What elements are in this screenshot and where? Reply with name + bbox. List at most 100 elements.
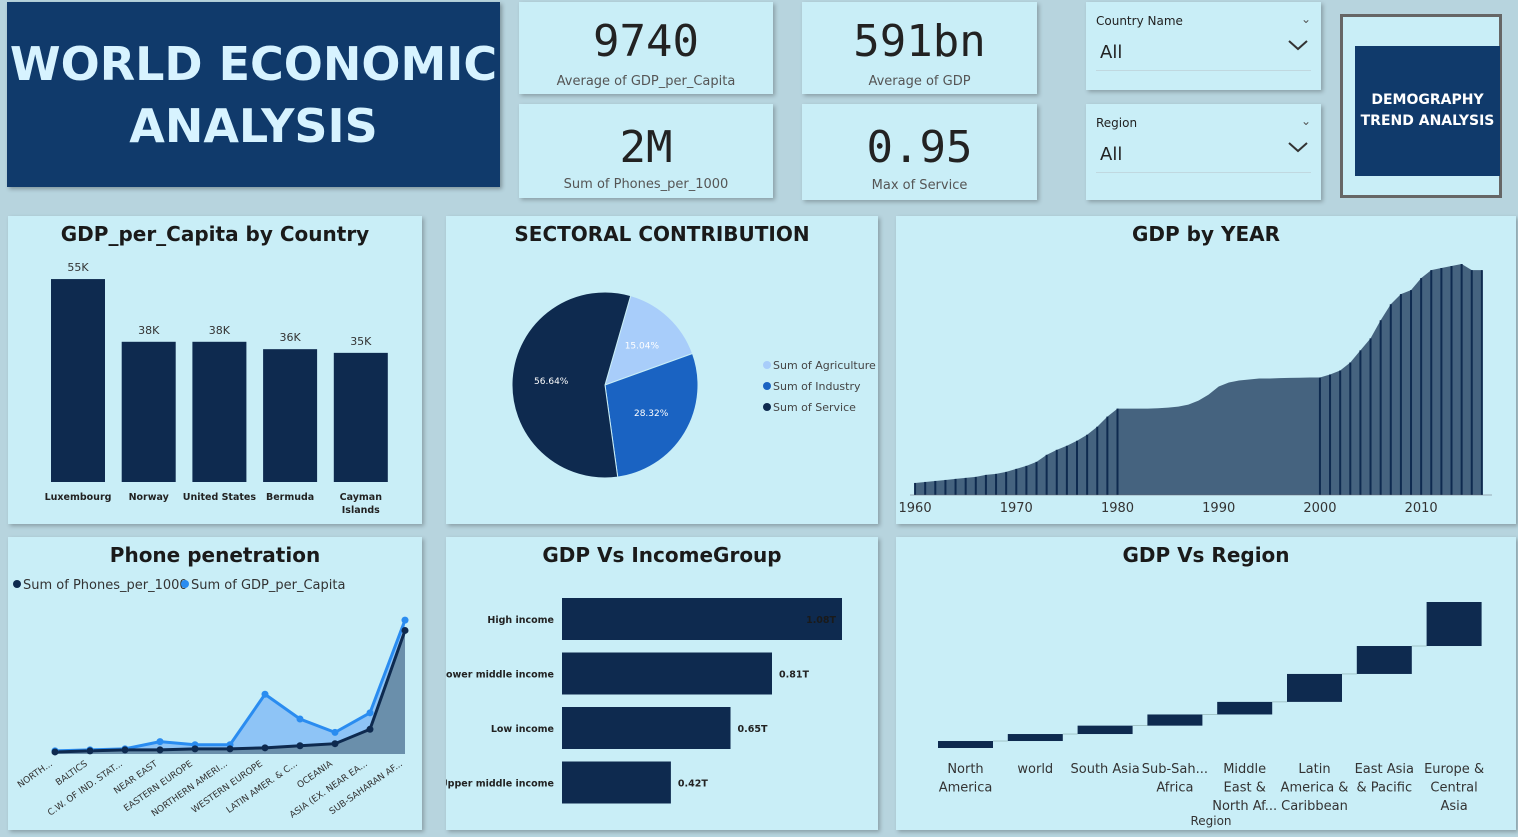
country-dropdown[interactable]: All: [1096, 32, 1311, 71]
category-label: Lower middle income: [446, 670, 554, 681]
category-label: Sub-Sah...: [1142, 762, 1208, 777]
pie-slice: [511, 291, 632, 479]
data-point: [86, 747, 94, 755]
category-label: Asia: [1440, 799, 1467, 814]
waterfall-bar: [1077, 725, 1133, 735]
data-label: 1.08T: [806, 615, 836, 626]
button-line-1: DEMOGRAPHY: [1371, 92, 1484, 108]
dashboard-title-card: WORLD ECONOMIC ANALYSIS: [7, 2, 500, 187]
category-label: East &: [1224, 781, 1266, 796]
region-slicer[interactable]: Region ⌄ All: [1086, 104, 1321, 200]
data-point: [191, 745, 199, 753]
gdp-by-year-area-chart: 1960 1970 1980 1990 2000 2010: [899, 264, 1492, 516]
category-label: High income: [487, 615, 554, 626]
data-label: 35K: [350, 335, 372, 348]
category-label: North: [947, 762, 983, 777]
kpi-card-service: 0.95 Max of Service: [802, 104, 1037, 200]
legend-label: Sum of Service: [773, 401, 856, 414]
chart-title: GDP_per_Capita by Country: [60, 222, 370, 246]
legend-label: Sum of GDP_per_Capita: [191, 578, 345, 593]
data-point: [156, 746, 164, 754]
dropdown-value: All: [1100, 144, 1123, 165]
x-tick-label: NORTH...: [16, 759, 55, 790]
chevron-down-icon[interactable]: [1287, 38, 1309, 52]
data-point: [156, 738, 164, 746]
chevron-down-icon[interactable]: ⌄: [1300, 12, 1311, 26]
data-label: 38K: [138, 324, 160, 337]
category-label: Latin: [1298, 762, 1330, 777]
pie-slice: [604, 352, 699, 478]
x-tick-label: 2000: [1303, 501, 1336, 516]
legend-marker: [763, 382, 771, 390]
data-point: [261, 690, 269, 698]
kpi-label: Average of GDP_per_Capita: [556, 74, 736, 89]
bar: [562, 598, 842, 640]
gdp-vs-region-panel: GDP Vs Region North America world South Asi…: [896, 537, 1516, 830]
category-label: Norway: [129, 492, 170, 503]
bar: [121, 341, 176, 482]
area-fill: [915, 264, 1482, 495]
title-line-1: WORLD ECONOMIC: [9, 36, 498, 91]
slice-label: 56.64%: [534, 377, 569, 387]
data-point: [366, 725, 374, 733]
legend-label: Sum of Agriculture: [773, 359, 876, 372]
chart-title: SECTORAL CONTRIBUTION: [514, 222, 810, 246]
data-point: [331, 728, 339, 736]
gdp-per-capita-bar-chart: 55K Luxembourg 38K Norway 38K United States 36…: [45, 261, 388, 516]
button-line-2: TREND ANALYSIS: [1360, 113, 1495, 129]
data-label: 0.81T: [779, 670, 809, 681]
chart-title: GDP Vs Region: [1122, 543, 1290, 567]
waterfall-bar: [1147, 714, 1203, 726]
x-tick-label: 1970: [1000, 501, 1033, 516]
dashboard-title: WORLD ECONOMIC ANALYSIS: [10, 33, 497, 157]
category-label: America: [939, 781, 993, 796]
gdp-incomegroup-bar-chart: High income 1.08T Lower middle income 0.81T…: [446, 598, 842, 804]
waterfall-bar: [1217, 701, 1273, 715]
gdp-per-capita-panel: GDP_per_Capita by Country 55K Luxembourg 3…: [8, 216, 422, 524]
kpi-label: Average of GDP: [868, 74, 971, 89]
x-tick-label: 1990: [1202, 501, 1235, 516]
kpi-label: Max of Service: [871, 178, 968, 193]
chevron-down-icon[interactable]: [1287, 140, 1309, 154]
kpi-card-gdp: 591bn Average of GDP: [802, 2, 1037, 94]
category-label: Middle: [1223, 762, 1266, 777]
waterfall-bar: [1007, 734, 1063, 742]
kpi-card-gdp-per-capita: 9740 Average of GDP_per_Capita: [519, 2, 773, 94]
demography-trend-button[interactable]: DEMOGRAPHY TREND ANALYSIS: [1355, 46, 1500, 176]
data-label: 38K: [209, 324, 231, 337]
bar: [192, 341, 247, 482]
data-point: [331, 740, 339, 748]
title-line-2: ANALYSIS: [129, 98, 378, 153]
bar: [333, 352, 388, 482]
chevron-down-icon[interactable]: ⌄: [1300, 114, 1311, 128]
slicer-title: Country Name: [1096, 14, 1183, 28]
category-label: East Asia: [1355, 762, 1414, 777]
data-label: 0.42T: [678, 779, 708, 790]
data-point: [296, 715, 304, 723]
chart-title: GDP Vs IncomeGroup: [542, 543, 782, 567]
region-dropdown[interactable]: All: [1096, 134, 1311, 173]
gdp-vs-incomegroup-panel: GDP Vs IncomeGroup High income 1.08T Lower…: [446, 537, 878, 830]
gdp-by-year-panel: GDP by YEAR 1960 1970 1980 1990 2000 2010: [896, 216, 1516, 524]
country-name-slicer[interactable]: Country Name ⌄ All: [1086, 2, 1321, 90]
bar: [562, 652, 772, 695]
demography-trend-button-frame[interactable]: DEMOGRAPHY TREND ANALYSIS: [1340, 14, 1502, 198]
slice-label: 15.04%: [625, 342, 660, 352]
legend-marker: [763, 361, 771, 369]
data-label: 0.65T: [738, 724, 768, 735]
category-label: Cayman: [340, 492, 383, 503]
sectoral-contribution-panel: SECTORAL CONTRIBUTION 15.04% 28.32% 56.64%…: [446, 216, 878, 524]
area-fill: [55, 620, 405, 754]
data-point: [121, 746, 129, 754]
kpi-value: 9740: [593, 16, 699, 67]
slicer-title: Region: [1096, 116, 1138, 130]
legend-marker: [13, 580, 21, 588]
category-label: Africa: [1156, 781, 1193, 796]
category-label: Europe &: [1424, 762, 1484, 777]
dropdown-value: All: [1100, 42, 1123, 63]
category-label: Bermuda: [266, 492, 314, 503]
legend-marker: [763, 403, 771, 411]
data-point: [261, 744, 269, 752]
waterfall-bar: [1287, 673, 1342, 702]
waterfall-bar: [1426, 602, 1482, 647]
